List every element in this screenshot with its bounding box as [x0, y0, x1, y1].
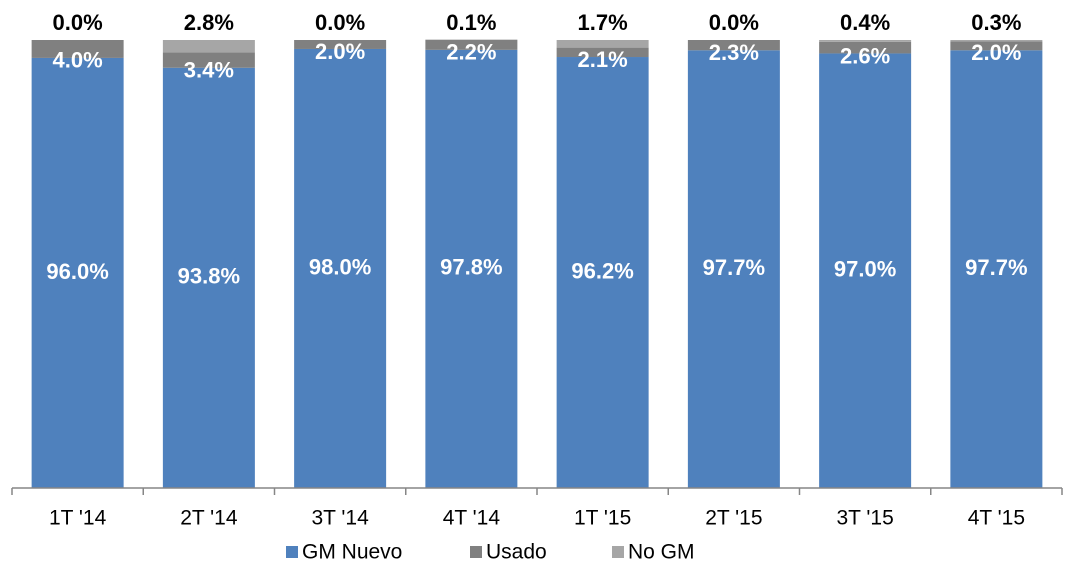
- bar-segment: [556, 40, 649, 48]
- bar-segment: [819, 41, 912, 54]
- x-tick-label: 1T '15: [574, 507, 631, 530]
- bar-segment: [687, 50, 780, 488]
- legend-swatch: [470, 546, 482, 558]
- value-label: 2.0%: [971, 40, 1021, 65]
- x-tick-label: 3T '15: [836, 507, 893, 530]
- bar-segment: [425, 49, 518, 489]
- value-label: 96.2%: [571, 258, 633, 283]
- value-label: 96.0%: [46, 259, 108, 284]
- value-label: 0.0%: [315, 10, 365, 35]
- bar-segment: [294, 40, 387, 49]
- value-label: 97.7%: [703, 255, 765, 280]
- x-tick-label: 4T '15: [968, 507, 1025, 530]
- legend-label: GM Nuevo: [302, 541, 402, 564]
- bar-segment: [294, 48, 387, 489]
- value-label: 98.0%: [309, 254, 371, 279]
- legend-swatch: [286, 546, 298, 558]
- bar-segment: [687, 40, 780, 51]
- value-label: 97.7%: [965, 255, 1027, 280]
- bar-segment: [819, 53, 912, 488]
- x-tick-label: 4T '14: [443, 507, 501, 530]
- bar-segment: [819, 40, 912, 42]
- bar-segment: [950, 41, 1043, 51]
- value-label: 2.6%: [840, 43, 890, 68]
- value-label: 2.8%: [184, 10, 234, 35]
- value-label: 0.4%: [840, 10, 890, 35]
- value-label: 0.3%: [971, 10, 1021, 35]
- value-label: 0.0%: [709, 10, 759, 35]
- bar-segment: [950, 40, 1043, 42]
- value-label: 1.7%: [578, 10, 628, 35]
- bar-segment: [556, 57, 649, 489]
- value-label: 2.3%: [709, 40, 759, 65]
- value-label: 97.8%: [440, 255, 502, 280]
- value-label: 93.8%: [178, 264, 240, 289]
- bar-segment: [425, 40, 518, 50]
- x-tick-label: 2T '14: [180, 507, 238, 530]
- bar-segment: [162, 67, 255, 488]
- value-label: 2.0%: [315, 39, 365, 64]
- x-tick-label: 3T '14: [311, 507, 369, 530]
- bar-segment: [162, 52, 255, 68]
- value-label: 3.4%: [184, 58, 234, 83]
- legend-label: Usado: [486, 541, 547, 564]
- bar-segment: [31, 40, 124, 58]
- x-tick-label: 2T '15: [705, 507, 762, 530]
- value-label: 2.2%: [446, 40, 496, 65]
- bar-segment: [162, 40, 255, 53]
- bar-segment: [950, 50, 1043, 488]
- value-label: 0.0%: [53, 10, 103, 35]
- value-label: 2.1%: [578, 47, 628, 72]
- value-label: 0.1%: [446, 10, 496, 35]
- value-label: 4.0%: [53, 48, 103, 73]
- x-tick-label: 1T '14: [49, 507, 107, 530]
- legend-label: No GM: [628, 541, 695, 564]
- value-label: 97.0%: [834, 257, 896, 282]
- bar-segment: [31, 57, 124, 489]
- bar-segment: [556, 47, 649, 58]
- legend-swatch: [612, 546, 624, 558]
